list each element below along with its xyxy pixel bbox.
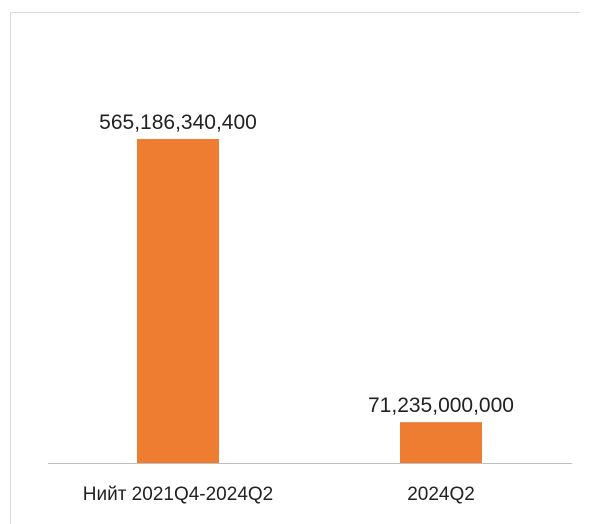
x-tick-label-1: 2024Q2	[407, 484, 475, 505]
data-label-0: 565,186,340,400	[99, 111, 257, 134]
bar-1	[400, 422, 482, 463]
frame-border-top	[10, 12, 580, 13]
data-label-1: 71,235,000,000	[368, 394, 514, 417]
x-tick-label-0: Нийт 2021Q4-2024Q2	[83, 484, 273, 505]
frame-border-left	[10, 12, 11, 524]
bar-0	[137, 139, 219, 463]
